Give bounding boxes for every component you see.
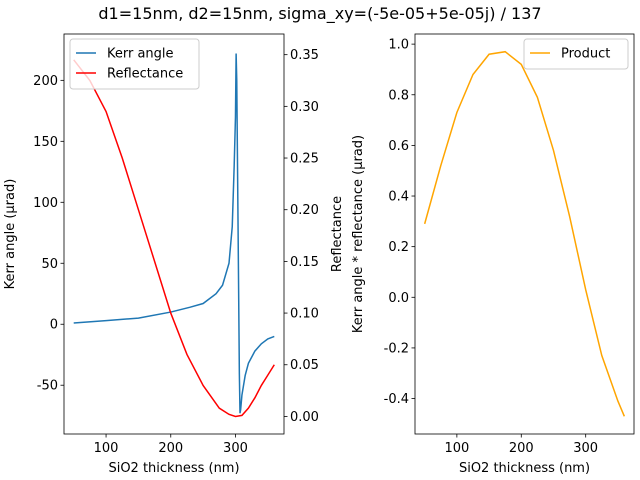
y-tick-label: 1.0 [388,38,409,53]
y-tick-label: 0.4 [388,190,409,205]
y2-tick-label: 0.20 [290,203,319,218]
x-tick-label: 200 [158,441,183,456]
y2-tick-label: 0.15 [290,255,319,270]
y2-tick-label: 0.10 [290,307,319,322]
x-tick-label: 100 [94,441,119,456]
y-tick-label: 0.8 [388,88,409,103]
legend-label: Kerr angle [107,47,174,62]
y2-axis-label: Reflectance [330,196,345,272]
series-line-kerr-angle [73,53,275,414]
y-tick-label: 0.6 [388,139,409,154]
y-tick-label: -50 [37,379,58,394]
x-tick-label: 100 [444,441,469,456]
y-tick-label: 0.2 [388,240,409,255]
x-axis-label: SiO2 thickness (nm) [108,461,239,476]
axes-frame [63,33,285,435]
y2-tick-label: 0.35 [290,48,319,63]
legend-box [69,38,200,90]
y-tick-label: 150 [33,135,58,150]
left-panel: 100 200 300 -50 0 50 100 150 200 0.00 0.05 0.10 0.15… [3,33,345,476]
right-panel: 100 200 300 -0.4 -0.2 0.0 0.2 0.4 0.6 0.8 1.0 SiO2 … [351,33,635,476]
x-tick-label: 300 [573,441,598,456]
y-tick-label: -0.2 [384,341,409,356]
y-tick-label: -0.4 [384,392,409,407]
legend-label: Reflectance [107,67,183,82]
y2-tick-label: 0.30 [290,100,319,115]
y2-tick-label: 0.00 [290,410,319,425]
y-tick-label: 50 [41,257,58,272]
x-axis-label: SiO2 thickness (nm) [459,461,590,476]
y-tick-label: 100 [33,196,58,211]
x-tick-label: 300 [223,441,248,456]
y-tick-label: 200 [33,74,58,89]
legend: Product [523,38,629,70]
series-line-reflectance [73,59,275,418]
y2-tick-label: 0.05 [290,358,319,373]
y-tick-label: 0 [50,318,58,333]
axes-frame [414,33,635,435]
x-tick-label: 200 [509,441,534,456]
legend-box [523,38,629,70]
y2-tick-label: 0.25 [290,152,319,167]
series-line-product [423,50,626,417]
figure-title: d1=15nm, d2=15nm, sigma_xy=(-5e-05+5e-05… [98,4,541,24]
y-axis-label: Kerr angle (µrad) [3,179,18,290]
legend: Kerr angle Reflectance [69,38,200,90]
y-axis-label: Kerr angle * reflectance (µrad) [351,135,366,333]
legend-label: Product [561,47,610,62]
y-tick-label: 0.0 [388,291,409,306]
